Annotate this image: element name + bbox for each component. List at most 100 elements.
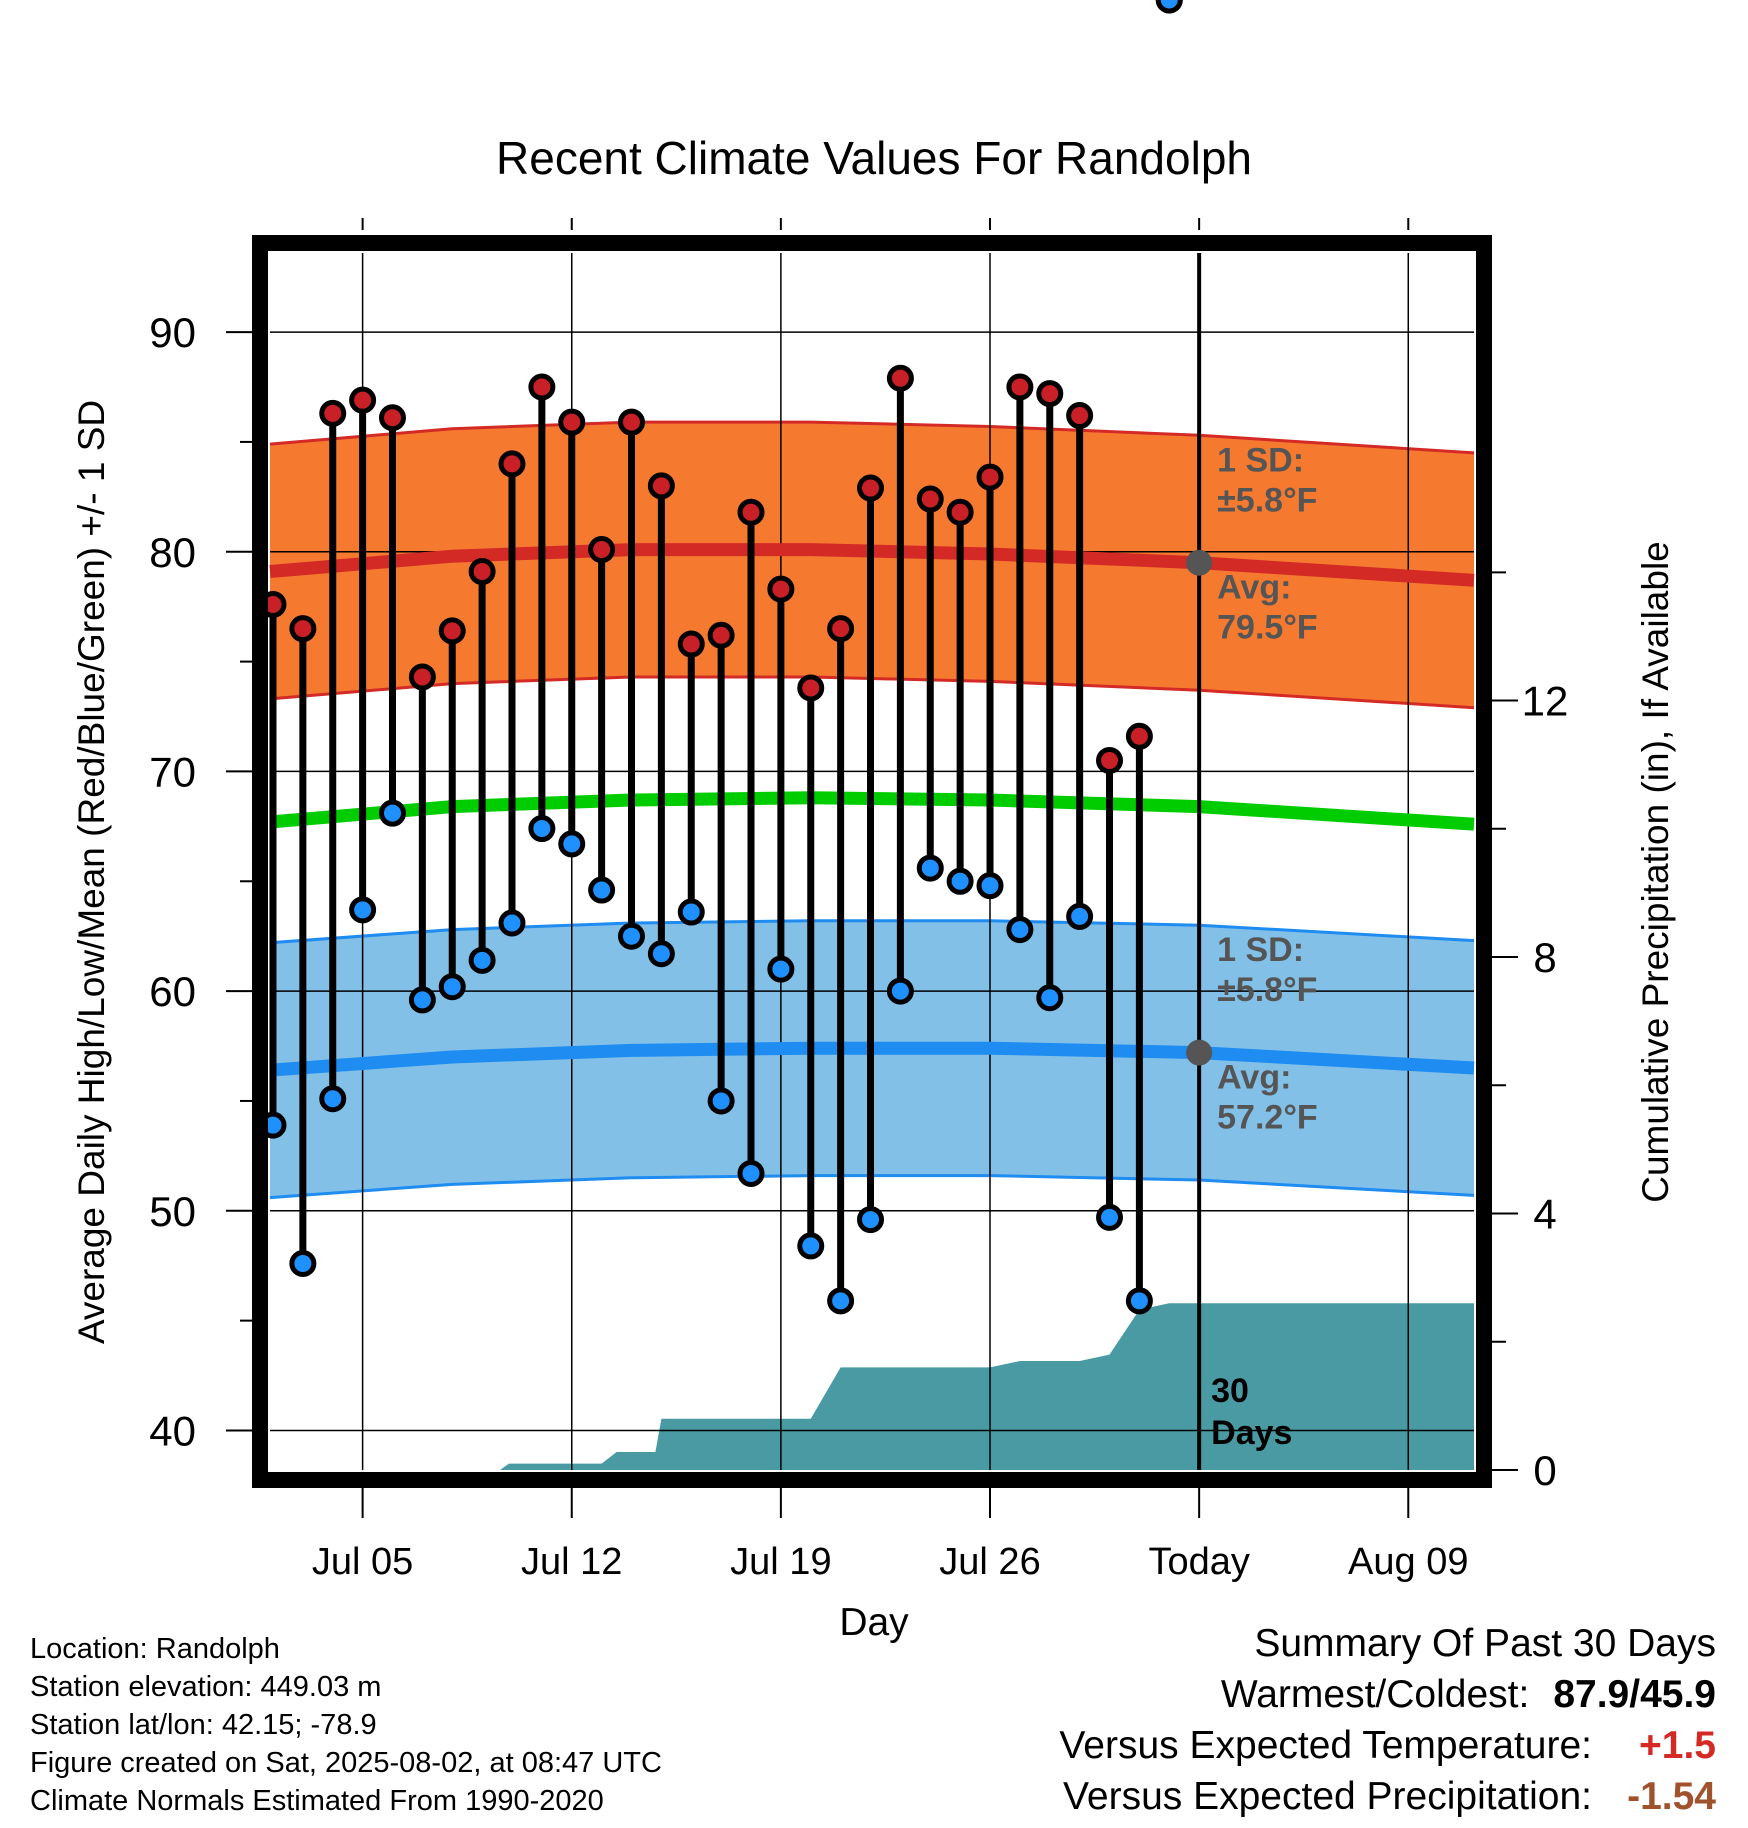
low-point [1155, 0, 1183, 14]
summary-title: Summary Of Past 30 Days [1254, 1622, 1716, 1665]
low-point [707, 1087, 735, 1115]
high-point [797, 674, 825, 702]
high-point [946, 498, 974, 526]
low-point [827, 1287, 855, 1315]
normals-text: Climate Normals Estimated From 1990-2020 [30, 1785, 604, 1817]
y2-tick-label: 8 [1533, 934, 1556, 981]
low-point [976, 872, 1004, 900]
y2-axis-label: Cumulative Precipitation (in), If Availa… [1635, 541, 1676, 1203]
x-tick-label: Today [1148, 1541, 1249, 1583]
low-point [378, 799, 406, 827]
station-info: Location: Randolph Station elevation: 44… [30, 1630, 662, 1820]
high-point [498, 450, 526, 478]
low-point [1036, 984, 1064, 1012]
high-point [289, 615, 317, 643]
high-sd-label: 1 SD: [1217, 441, 1304, 479]
y2-tick-label: 4 [1533, 1191, 1556, 1238]
high-point [558, 408, 586, 436]
low-point [767, 955, 795, 983]
low-sd-label: 1 SD: [1217, 931, 1304, 969]
x-tick-label: Aug 09 [1348, 1541, 1468, 1583]
low-point [289, 1250, 317, 1278]
high-point [916, 485, 944, 513]
high-point [1036, 380, 1064, 408]
temp-label: Versus Expected Temperature: [1059, 1724, 1592, 1767]
summary-temp-row: Versus Expected Temperature: +1.5 [1059, 1720, 1716, 1771]
precip-area [270, 1303, 1474, 1470]
low-point [588, 876, 616, 904]
high-point [438, 617, 466, 645]
precip-days-label-2: Days [1211, 1414, 1292, 1452]
precip-value: -1.54 [1627, 1775, 1716, 1818]
low-point [349, 896, 377, 924]
high-point [886, 364, 914, 392]
high-point [1125, 722, 1153, 750]
low-avg-value: 57.2°F [1217, 1099, 1318, 1137]
summary-panel: Summary Of Past 30 Days Warmest/Coldest:… [1059, 1618, 1716, 1822]
today-low-avg-marker [1186, 1039, 1213, 1066]
x-axis-label: Day [839, 1601, 909, 1644]
low-point [1066, 902, 1094, 930]
low-point [886, 977, 914, 1005]
high-point [378, 404, 406, 432]
low-avg-label: Avg: [1217, 1059, 1291, 1097]
high-point [647, 472, 675, 500]
high-point [707, 621, 735, 649]
low-point [617, 922, 645, 950]
high-sd-value: ±5.8°F [1217, 481, 1317, 519]
y2-tick-label: 0 [1533, 1447, 1556, 1494]
high-point [349, 386, 377, 414]
x-tick-label: Jul 19 [730, 1541, 831, 1583]
high-point [976, 463, 1004, 491]
warmest-label: Warmest/Coldest: [1220, 1673, 1530, 1716]
low-point [528, 815, 556, 843]
high-point [1006, 373, 1034, 401]
precip-days-label-1: 30 [1211, 1372, 1249, 1410]
high-point [617, 408, 645, 436]
y2-tick-label: 12 [1522, 678, 1569, 725]
high-point [737, 498, 765, 526]
temp-value: +1.5 [1639, 1724, 1716, 1767]
high-point [767, 575, 795, 603]
today-high-avg-marker [1186, 549, 1213, 576]
low-point [558, 830, 586, 858]
high-point [468, 558, 496, 586]
latlon-text: Station lat/lon: 42.15; -78.9 [30, 1709, 377, 1741]
plot-frame [252, 235, 1492, 1488]
low-point [946, 867, 974, 895]
warmest-value: 87.9/45.9 [1553, 1673, 1716, 1716]
low-point [1096, 1203, 1124, 1231]
high-avg-label: Avg: [1217, 569, 1291, 607]
low-point [857, 1206, 885, 1234]
x-tick-label: Jul 05 [312, 1541, 413, 1583]
low-point [677, 898, 705, 926]
high-point [1096, 746, 1124, 774]
low-point [1125, 1287, 1153, 1315]
high-point [528, 373, 556, 401]
created-text: Figure created on Sat, 2025-08-02, at 08… [30, 1747, 662, 1779]
precip-label: Versus Expected Precipitation: [1063, 1775, 1592, 1818]
x-tick-label: Jul 12 [521, 1541, 622, 1583]
chart-title: Recent Climate Values For Randolph [496, 132, 1252, 184]
low-point [319, 1085, 347, 1113]
high-point [857, 474, 885, 502]
y-tick-label: 70 [149, 748, 196, 795]
x-tick-label: Jul 26 [939, 1541, 1040, 1583]
low-point [498, 909, 526, 937]
summary-precip-row: Versus Expected Precipitation: -1.54 [1059, 1771, 1716, 1822]
summary-warmest-row: Warmest/Coldest: 87.9/45.9 [1059, 1669, 1716, 1720]
high-point [677, 630, 705, 658]
y-axis-label: Average Daily High/Low/Mean (Red/Blue/Gr… [71, 400, 112, 1344]
low-point [647, 940, 675, 968]
low-point [408, 986, 436, 1014]
y-tick-label: 80 [149, 529, 196, 576]
high-point [827, 615, 855, 643]
location-text: Location: Randolph [30, 1633, 280, 1665]
low-point [916, 854, 944, 882]
y-tick-label: 60 [149, 968, 196, 1015]
high-point [1066, 402, 1094, 430]
axes-layer: 40 50 60 70 80 90 0 4 8 12 Jul 05 Jul 12 Jul 19 Jul 2… [149, 218, 1568, 1583]
low-point [797, 1232, 825, 1260]
